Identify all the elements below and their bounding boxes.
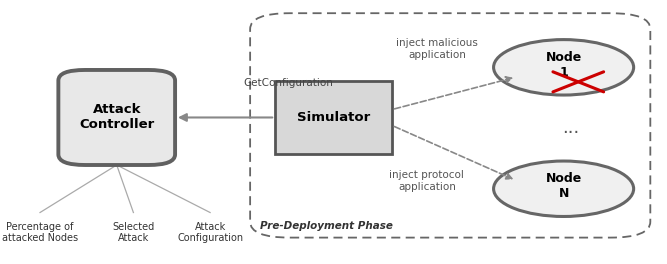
Text: inject malicious
application: inject malicious application <box>396 38 478 60</box>
Text: Percentage of
attacked Nodes: Percentage of attacked Nodes <box>2 222 78 243</box>
Text: Pre-Deployment Phase: Pre-Deployment Phase <box>260 221 393 231</box>
Text: Attack
Configuration: Attack Configuration <box>177 222 243 243</box>
Text: Selected
Attack: Selected Attack <box>112 222 155 243</box>
Text: Simulator: Simulator <box>297 111 370 124</box>
Text: Node
N: Node N <box>546 172 582 200</box>
Text: inject protocol
application: inject protocol application <box>390 170 464 192</box>
Circle shape <box>494 161 634 216</box>
Text: ...: ... <box>562 119 579 137</box>
FancyBboxPatch shape <box>275 81 392 154</box>
Circle shape <box>494 40 634 95</box>
Text: GetConfiguration: GetConfiguration <box>243 78 334 88</box>
Text: Attack
Controller: Attack Controller <box>79 103 154 131</box>
FancyBboxPatch shape <box>59 70 175 165</box>
Text: Node
1: Node 1 <box>546 51 582 79</box>
